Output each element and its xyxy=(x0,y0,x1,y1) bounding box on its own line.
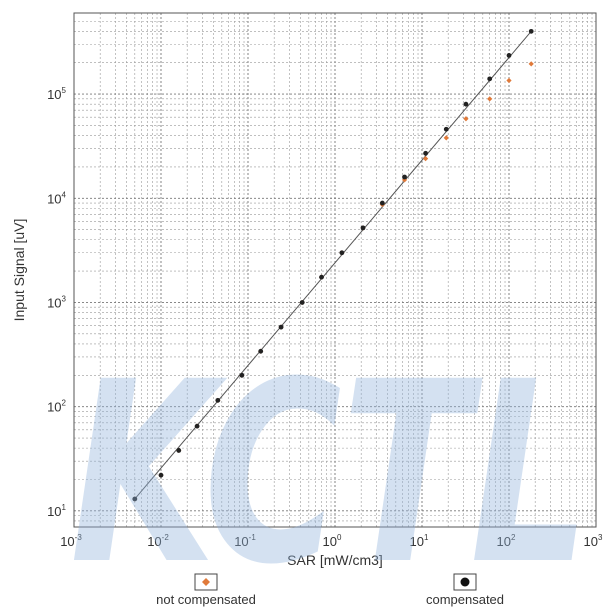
y-tick-label: 104 xyxy=(47,190,66,206)
legend-marker-circle xyxy=(460,577,470,587)
compensated-point xyxy=(176,448,182,453)
x-tick-label: 10-1 xyxy=(234,533,256,549)
x-tick-label: 10-2 xyxy=(147,533,169,549)
x-tick-label: 100 xyxy=(323,533,342,549)
grid xyxy=(73,12,597,528)
compensated-point xyxy=(443,126,449,132)
compensated-point xyxy=(239,372,245,378)
y-tick-labels: 101 102 103 104 105 xyxy=(47,86,66,519)
compensated-point xyxy=(194,423,200,429)
compensated-point xyxy=(278,324,284,330)
plot-frame xyxy=(73,12,597,528)
x-tick-label: 103 xyxy=(584,533,603,549)
compensated-point xyxy=(402,174,407,180)
not-compensated-point xyxy=(506,77,512,84)
fit-line-group xyxy=(134,31,532,500)
compensated-point xyxy=(319,274,324,280)
not-compensated-point xyxy=(463,116,469,122)
y-axis-title: Input Signal [uV] xyxy=(11,219,27,322)
x-tick-labels: 10-3 10-2 10-1 100 101 102 103 xyxy=(60,533,603,549)
y-tick-label: 105 xyxy=(47,86,66,102)
y-tick-label: 102 xyxy=(47,399,66,415)
not-compensated-point xyxy=(443,135,449,141)
not-compensated-point xyxy=(423,156,429,162)
legend-item-compensated: compensated xyxy=(426,573,504,607)
x-tick-label: 101 xyxy=(410,533,429,549)
compensated-point xyxy=(379,200,385,206)
compensated-point xyxy=(132,496,138,502)
compensated-point xyxy=(506,53,512,58)
kctl-watermark: KCTL xyxy=(70,328,590,608)
compensated-point xyxy=(463,101,469,107)
compensated-point xyxy=(258,348,264,354)
compensated-point xyxy=(360,225,366,231)
x-tick-label: 102 xyxy=(497,533,516,549)
legend: not compensated compensated xyxy=(156,573,504,607)
not-compensated-point xyxy=(401,177,408,183)
compensated-point xyxy=(215,397,221,403)
legend-item-not-compensated: not compensated xyxy=(156,573,256,607)
compensated-point xyxy=(299,300,305,305)
fit-line xyxy=(134,31,532,500)
compensated-point xyxy=(339,250,345,256)
compensated-point xyxy=(423,150,429,156)
series-compensated xyxy=(132,28,534,502)
legend-label-not-compensated: not compensated xyxy=(156,592,256,607)
y-tick-label: 103 xyxy=(47,294,66,310)
compensated-point xyxy=(487,76,493,82)
y-tick-label: 101 xyxy=(47,503,66,519)
legend-marker-diamond xyxy=(202,578,210,586)
compensated-point xyxy=(528,28,534,34)
x-axis-title: SAR [mW/cm3] xyxy=(287,552,383,568)
legend-label-compensated: compensated xyxy=(426,592,504,607)
not-compensated-point xyxy=(528,61,534,67)
x-tick-label: 10-3 xyxy=(60,533,82,549)
compensated-point xyxy=(158,472,164,478)
not-compensated-point xyxy=(487,96,493,102)
